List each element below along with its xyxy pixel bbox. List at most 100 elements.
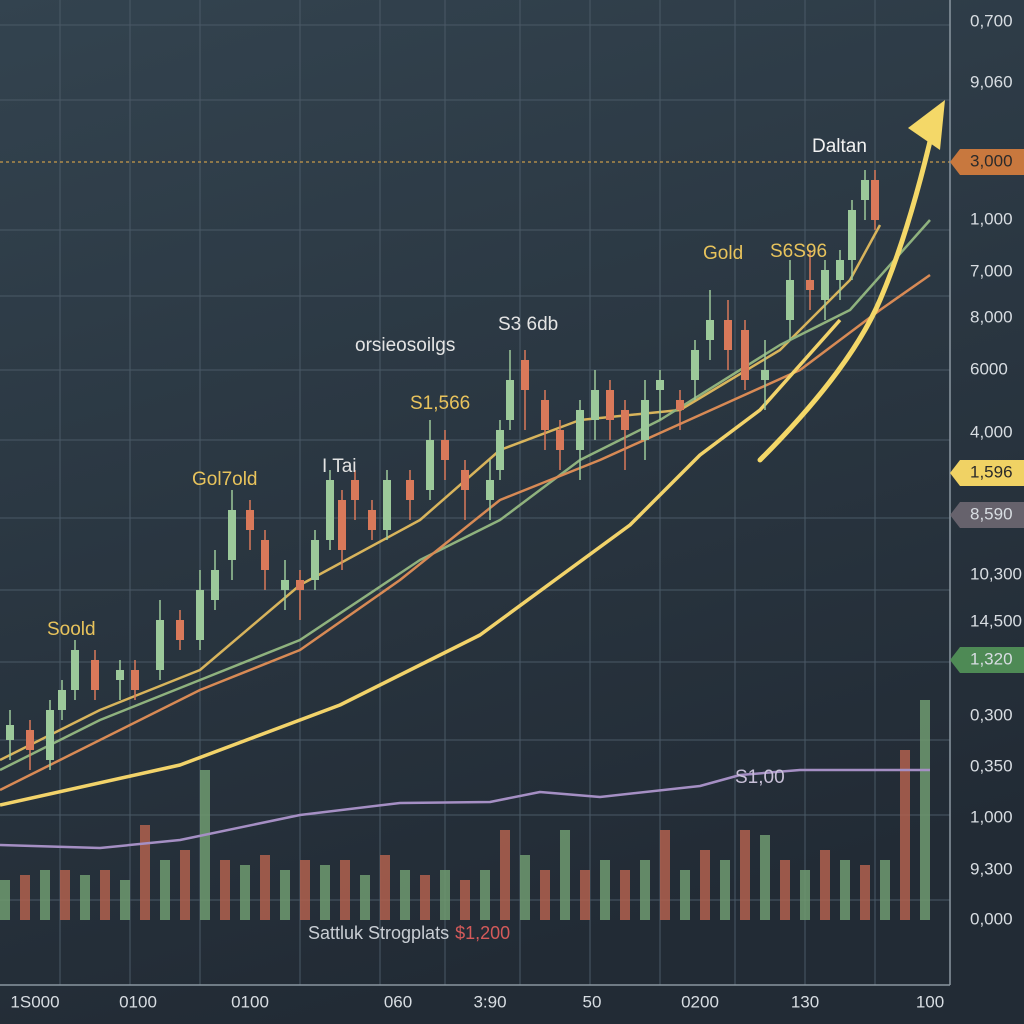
candle-body	[676, 400, 684, 410]
arrow-head	[908, 100, 945, 150]
candle-body	[196, 590, 204, 640]
volume-bar	[200, 770, 210, 920]
x-tick-label: 100	[916, 992, 944, 1011]
volume-bar	[400, 870, 410, 920]
volume-bar	[540, 870, 550, 920]
candle-body	[821, 270, 829, 300]
y-tick-label: 8,000	[970, 307, 1013, 326]
candle-body	[461, 470, 469, 490]
volume-bar	[640, 860, 650, 920]
volume-bar	[320, 865, 330, 920]
volume-bar	[760, 835, 770, 920]
volume-bar	[620, 870, 630, 920]
candle-body	[848, 210, 856, 260]
volume-bar	[120, 880, 130, 920]
candle-body	[691, 350, 699, 380]
candle-body	[338, 500, 346, 550]
candle-body	[58, 690, 66, 710]
footer: Sattluk Strogplats $1,200	[308, 923, 510, 943]
candle-body	[656, 380, 664, 390]
volume-bar	[220, 860, 230, 920]
volume-bar	[500, 830, 510, 920]
annotation: S6S96	[770, 241, 827, 262]
candle-body	[261, 540, 269, 570]
candle-body	[871, 180, 879, 220]
y-tick-label: 14,500	[970, 611, 1022, 630]
y-tick-label: 0,350	[970, 756, 1013, 775]
volume-bar	[140, 825, 150, 920]
volume-bar	[600, 860, 610, 920]
candle-body	[836, 260, 844, 280]
volume	[0, 700, 930, 920]
footer-price: $1,200	[455, 923, 510, 943]
volume-bar	[740, 830, 750, 920]
candle-body	[296, 580, 304, 590]
candle-body	[486, 480, 494, 500]
candle-body	[6, 725, 14, 740]
y-tick-label: 10,300	[970, 564, 1022, 583]
candle-body	[156, 620, 164, 670]
candle-body	[383, 480, 391, 530]
candle-body	[91, 660, 99, 690]
x-tick-label: 060	[384, 992, 412, 1011]
line-series	[0, 318, 842, 807]
y-tick-label: 6000	[970, 359, 1008, 378]
y-tick-label: 9,300	[970, 859, 1013, 878]
volume-bar	[60, 870, 70, 920]
volume-bar	[80, 875, 90, 920]
price-badge	[950, 647, 1024, 673]
volume-bar	[900, 750, 910, 920]
candle-body	[861, 180, 869, 200]
annotation: I Tai	[322, 456, 357, 477]
volume-bar	[0, 880, 10, 920]
line-series	[0, 273, 931, 792]
footer-text: Sattluk Strogplats	[308, 923, 449, 943]
annotation: S1,566	[410, 393, 470, 414]
annotation: Gol7old	[192, 469, 258, 490]
y-tick-label: 1,596	[970, 462, 1013, 481]
candle-body	[131, 670, 139, 690]
volume-bar	[700, 850, 710, 920]
y-tick-label: 0,000	[970, 909, 1013, 928]
y-tick-label: 9,060	[970, 72, 1013, 91]
volume-bar	[460, 880, 470, 920]
y-tick-label: 1,320	[970, 649, 1013, 668]
volume-bar	[840, 860, 850, 920]
candle-body	[521, 360, 529, 390]
candle-body	[46, 710, 54, 760]
candle-body	[606, 390, 614, 420]
candle-body	[506, 380, 514, 420]
x-tick-label: 0100	[231, 992, 269, 1011]
candle-body	[211, 570, 219, 600]
volume-bar	[180, 850, 190, 920]
volume-bar	[560, 830, 570, 920]
candle-body	[556, 430, 564, 450]
candle-body	[706, 320, 714, 340]
x-tick-label: 50	[583, 992, 602, 1011]
candle-body	[228, 510, 236, 560]
y-tick-label: 8,590	[970, 504, 1013, 523]
volume-bar	[260, 855, 270, 920]
candle-body	[591, 390, 599, 420]
annotation: S3 6db	[498, 314, 558, 335]
line-series	[0, 219, 931, 772]
price-badge	[950, 502, 1024, 528]
volume-bar	[440, 870, 450, 920]
candle-body	[426, 440, 434, 490]
price-badge	[950, 460, 1024, 486]
candle-body	[406, 480, 414, 500]
candle-body	[351, 480, 359, 500]
x-tick-label: 1S000	[10, 992, 59, 1011]
y-tick-label: 7,000	[970, 261, 1013, 280]
price-badge	[950, 149, 1024, 175]
y-tick-label: 1,000	[970, 807, 1013, 826]
candle-body	[806, 280, 814, 290]
candle-body	[176, 620, 184, 640]
volume-bar	[380, 855, 390, 920]
volume-bar	[340, 860, 350, 920]
volume-bar	[100, 870, 110, 920]
x-tick-label: 0100	[119, 992, 157, 1011]
candle-body	[724, 320, 732, 350]
candle-body	[576, 410, 584, 450]
y-tick-label: 4,000	[970, 422, 1013, 441]
